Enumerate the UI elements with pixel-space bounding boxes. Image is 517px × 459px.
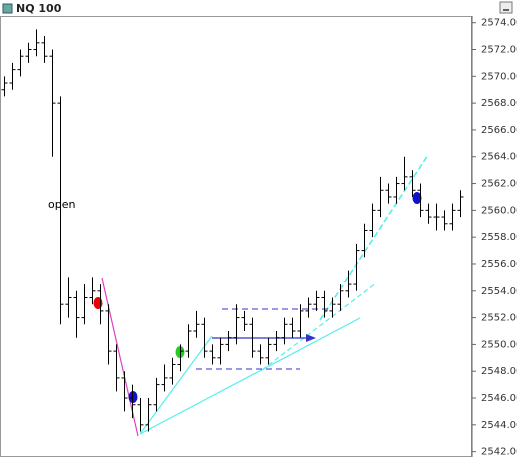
trend-line [139, 335, 213, 435]
y-tick-label: 2552.00 [481, 313, 517, 324]
y-tick-label: 2550.00 [481, 339, 517, 350]
y-tick-label: 2548.00 [481, 366, 517, 377]
y-tick-label: 2560.00 [481, 205, 517, 216]
y-tick-label: 2558.00 [481, 232, 517, 243]
y-tick-label: 2554.00 [481, 286, 517, 297]
header [1, 1, 516, 15]
y-tick-label: 2566.00 [481, 125, 517, 136]
y-tick-label: 2574.00 [481, 18, 517, 29]
chart-title: NQ 100 [16, 2, 62, 15]
trend-line [319, 154, 429, 321]
trend-line [139, 317, 361, 435]
y-tick-label: 2556.00 [481, 259, 517, 270]
y-tick-label: 2542.00 [481, 447, 517, 458]
y-tick-label: 2546.00 [481, 393, 517, 404]
y-tick-label: 2564.00 [481, 152, 517, 163]
y-tick-label: 2544.00 [481, 420, 517, 431]
arrow-head [306, 334, 316, 342]
signal-dot [412, 192, 422, 204]
signal-dot [93, 297, 103, 309]
y-tick-label: 2572.00 [481, 45, 517, 56]
y-tick-label: 2570.00 [481, 71, 517, 82]
chart-icon [2, 3, 13, 14]
y-tick-label: 2562.00 [481, 179, 517, 190]
minimize-button[interactable] [499, 1, 513, 14]
y-tick-label: 2568.00 [481, 98, 517, 109]
annotation: open [48, 198, 75, 211]
